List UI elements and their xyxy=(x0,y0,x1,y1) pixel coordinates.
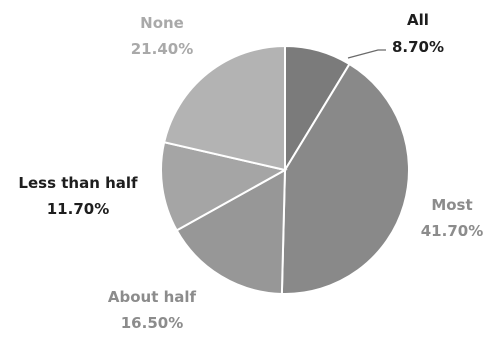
slice-value-none: 21.40% xyxy=(131,40,193,58)
slice-label-most: Most xyxy=(431,196,472,214)
pie-slice-less-than-half xyxy=(160,140,288,232)
slice-label-none: None xyxy=(140,14,184,32)
slice-label-all: All xyxy=(407,11,429,29)
slice-value-less-than-half: 11.70% xyxy=(47,200,109,218)
slice-label-less-than-half: Less than half xyxy=(18,174,138,192)
slice-value-about-half: 16.50% xyxy=(121,314,183,332)
pie-slice-most xyxy=(280,62,410,295)
pie-slice-about-half xyxy=(175,168,287,295)
pie-labels: All 8.70% Most 41.70% About half 16.50% Less t… xyxy=(18,11,483,332)
pie-slices xyxy=(160,44,410,295)
slice-value-most: 41.70% xyxy=(421,222,483,240)
slice-label-about-half: About half xyxy=(108,288,197,306)
slice-value-all: 8.70% xyxy=(392,38,444,56)
leader-line-all xyxy=(347,49,386,59)
pie-slice-none xyxy=(162,44,286,172)
